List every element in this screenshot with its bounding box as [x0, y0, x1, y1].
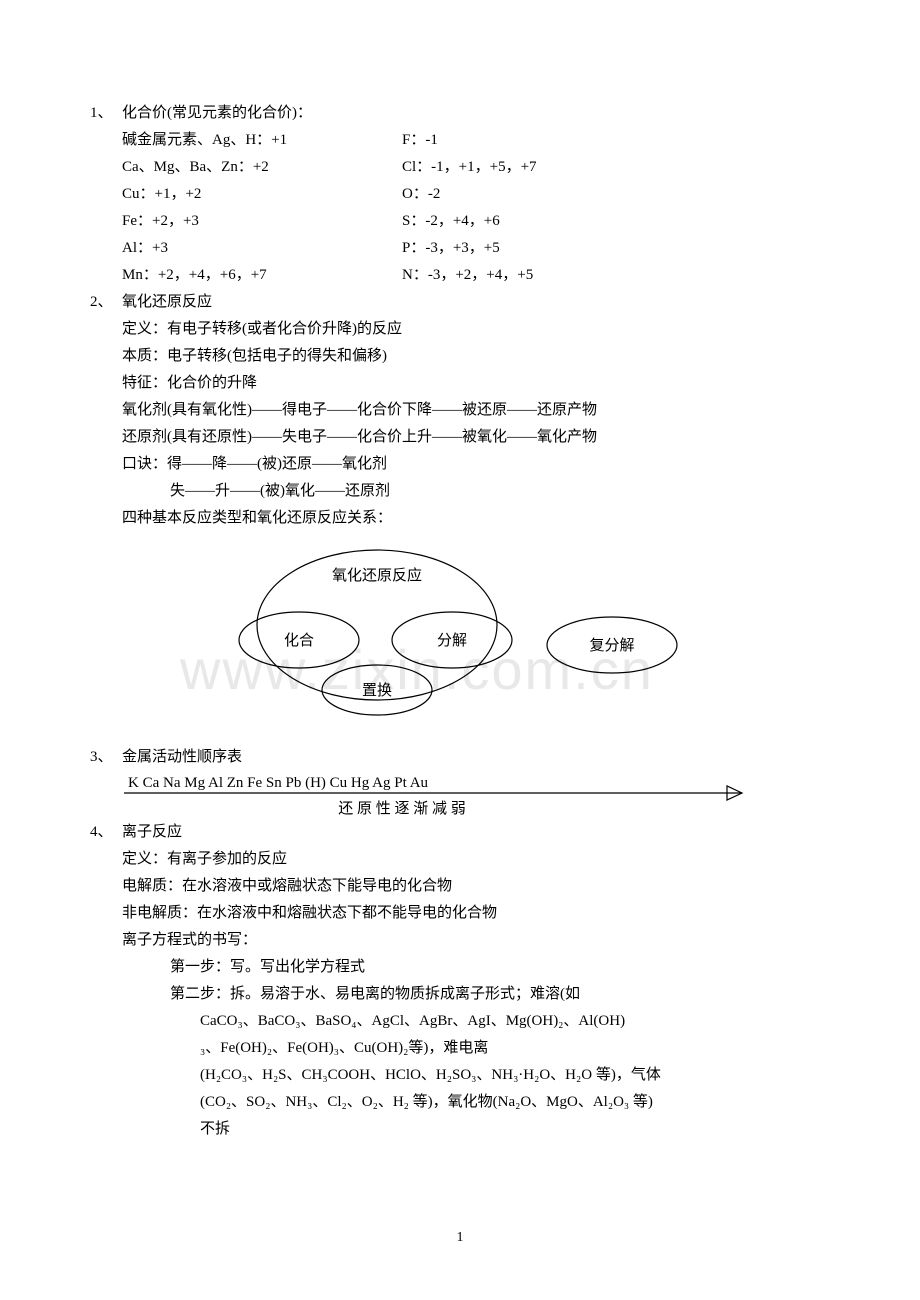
step-2e: (CO₂、SO₂、NH₃、Cl₂、O₂、H₂ 等)，氧化物(Na₂O、MgO、A… — [122, 1089, 830, 1116]
valence-right: F：-1 — [402, 127, 830, 154]
text-line: 氧化剂(具有氧化性)——得电子——化合价下降——被还原——还原产物 — [122, 397, 830, 424]
text-line: 本质：电子转移(包括电子的得失和偏移) — [122, 343, 830, 370]
section-2: 2、 氧化还原反应 定义：有电子转移(或者化合价升降)的反应 本质：电子转移(包… — [90, 289, 830, 744]
text-line: 定义：有离子参加的反应 — [122, 846, 830, 873]
valence-right: O：-2 — [402, 181, 830, 208]
valence-left: 碱金属元素、Ag、H：+1 — [122, 127, 402, 154]
section-title: 氧化还原反应 — [122, 289, 830, 316]
metathesis-label: 复分解 — [589, 636, 634, 654]
document-content: 1、 化合价(常见元素的化合价)： 碱金属元素、Ag、H：+1 F：-1 Ca、… — [90, 100, 830, 1143]
section-4: 4、 离子反应 定义：有离子参加的反应 电解质：在水溶液中或熔融状态下能导电的化… — [90, 819, 830, 1143]
text-line: 还原剂(具有还原性)——失电子——化合价上升——被氧化——氧化产物 — [122, 424, 830, 451]
section-number: 4、 — [90, 819, 122, 1143]
text-line: 非电解质：在水溶液中和熔融状态下都不能导电的化合物 — [122, 900, 830, 927]
section-title: 金属活动性顺序表 — [122, 744, 830, 771]
valence-row: Ca、Mg、Ba、Zn：+2 Cl：-1，+1，+5，+7 — [122, 154, 830, 181]
step-2a: 第二步：拆。易溶于水、易电离的物质拆成离子形式；难溶(如 — [122, 981, 830, 1008]
text-line-indent: 失——升——(被)氧化——还原剂 — [122, 478, 830, 505]
valence-row: 碱金属元素、Ag、H：+1 F：-1 — [122, 127, 830, 154]
valence-right: N：-3，+2，+4，+5 — [402, 262, 830, 289]
page-number: 1 — [0, 1225, 920, 1250]
text-line: 离子方程式的书写： — [122, 927, 830, 954]
decompose-label: 分解 — [437, 632, 467, 649]
section-title: 化合价(常见元素的化合价)： — [122, 100, 830, 127]
step-2f: 不拆 — [122, 1116, 830, 1143]
text-line: 电解质：在水溶液中或熔融状态下能导电的化合物 — [122, 873, 830, 900]
step-2d: (H₂CO₃、H₂S、CH₃COOH、HClO、H₂SO₃、NH₃·H₂O、H₂… — [122, 1062, 830, 1089]
redox-label: 氧化还原反应 — [332, 566, 422, 584]
valence-right: P：-3，+3，+5 — [402, 235, 830, 262]
text-line: 特征：化合价的升降 — [122, 370, 830, 397]
section-number: 1、 — [90, 100, 122, 289]
venn-diagram: 氧化还原反应 化合 分解 置换 复分解 — [122, 532, 830, 744]
section-number: 2、 — [90, 289, 122, 744]
activity-series: K Ca Na Mg Al Zn Fe Sn Pb (H) Cu Hg Ag P… — [122, 771, 830, 819]
sequence-text: K Ca Na Mg Al Zn Fe Sn Pb (H) Cu Hg Ag P… — [128, 775, 429, 791]
valence-row: Mn：+2，+4，+6，+7 N：-3，+2，+4，+5 — [122, 262, 830, 289]
combine-label: 化合 — [284, 632, 314, 649]
text-line: 口诀：得——降——(被)还原——氧化剂 — [122, 451, 830, 478]
valence-row: Fe：+2，+3 S：-2，+4，+6 — [122, 208, 830, 235]
valence-left: Cu：+1，+2 — [122, 181, 402, 208]
valence-left: Fe：+2，+3 — [122, 208, 402, 235]
valence-right: Cl：-1，+1，+5，+7 — [402, 154, 830, 181]
valence-row: Al：+3 P：-3，+3，+5 — [122, 235, 830, 262]
text-line: 定义：有电子转移(或者化合价升降)的反应 — [122, 316, 830, 343]
sequence-sub: 还 原 性 逐 渐 减 弱 — [338, 800, 466, 817]
valence-row: Cu：+1，+2 O：-2 — [122, 181, 830, 208]
text-line: 四种基本反应类型和氧化还原反应关系： — [122, 505, 830, 532]
displace-label: 置换 — [362, 682, 392, 699]
valence-right: S：-2，+4，+6 — [402, 208, 830, 235]
valence-left: Ca、Mg、Ba、Zn：+2 — [122, 154, 402, 181]
step-2c: ₃、Fe(OH)₂、Fe(OH)₃、Cu(OH)₂等)，难电离 — [122, 1035, 830, 1062]
valence-left: Mn：+2，+4，+6，+7 — [122, 262, 402, 289]
section-number: 3、 — [90, 744, 122, 819]
step-1: 第一步：写。写出化学方程式 — [122, 954, 830, 981]
section-title: 离子反应 — [122, 819, 830, 846]
section-3: 3、 金属活动性顺序表 K Ca Na Mg Al Zn Fe Sn Pb (H… — [90, 744, 830, 819]
step-2b: CaCO₃、BaCO₃、BaSO₄、AgCl、AgBr、AgI、Mg(OH)₂、… — [122, 1008, 830, 1035]
section-1: 1、 化合价(常见元素的化合价)： 碱金属元素、Ag、H：+1 F：-1 Ca、… — [90, 100, 830, 289]
valence-left: Al：+3 — [122, 235, 402, 262]
